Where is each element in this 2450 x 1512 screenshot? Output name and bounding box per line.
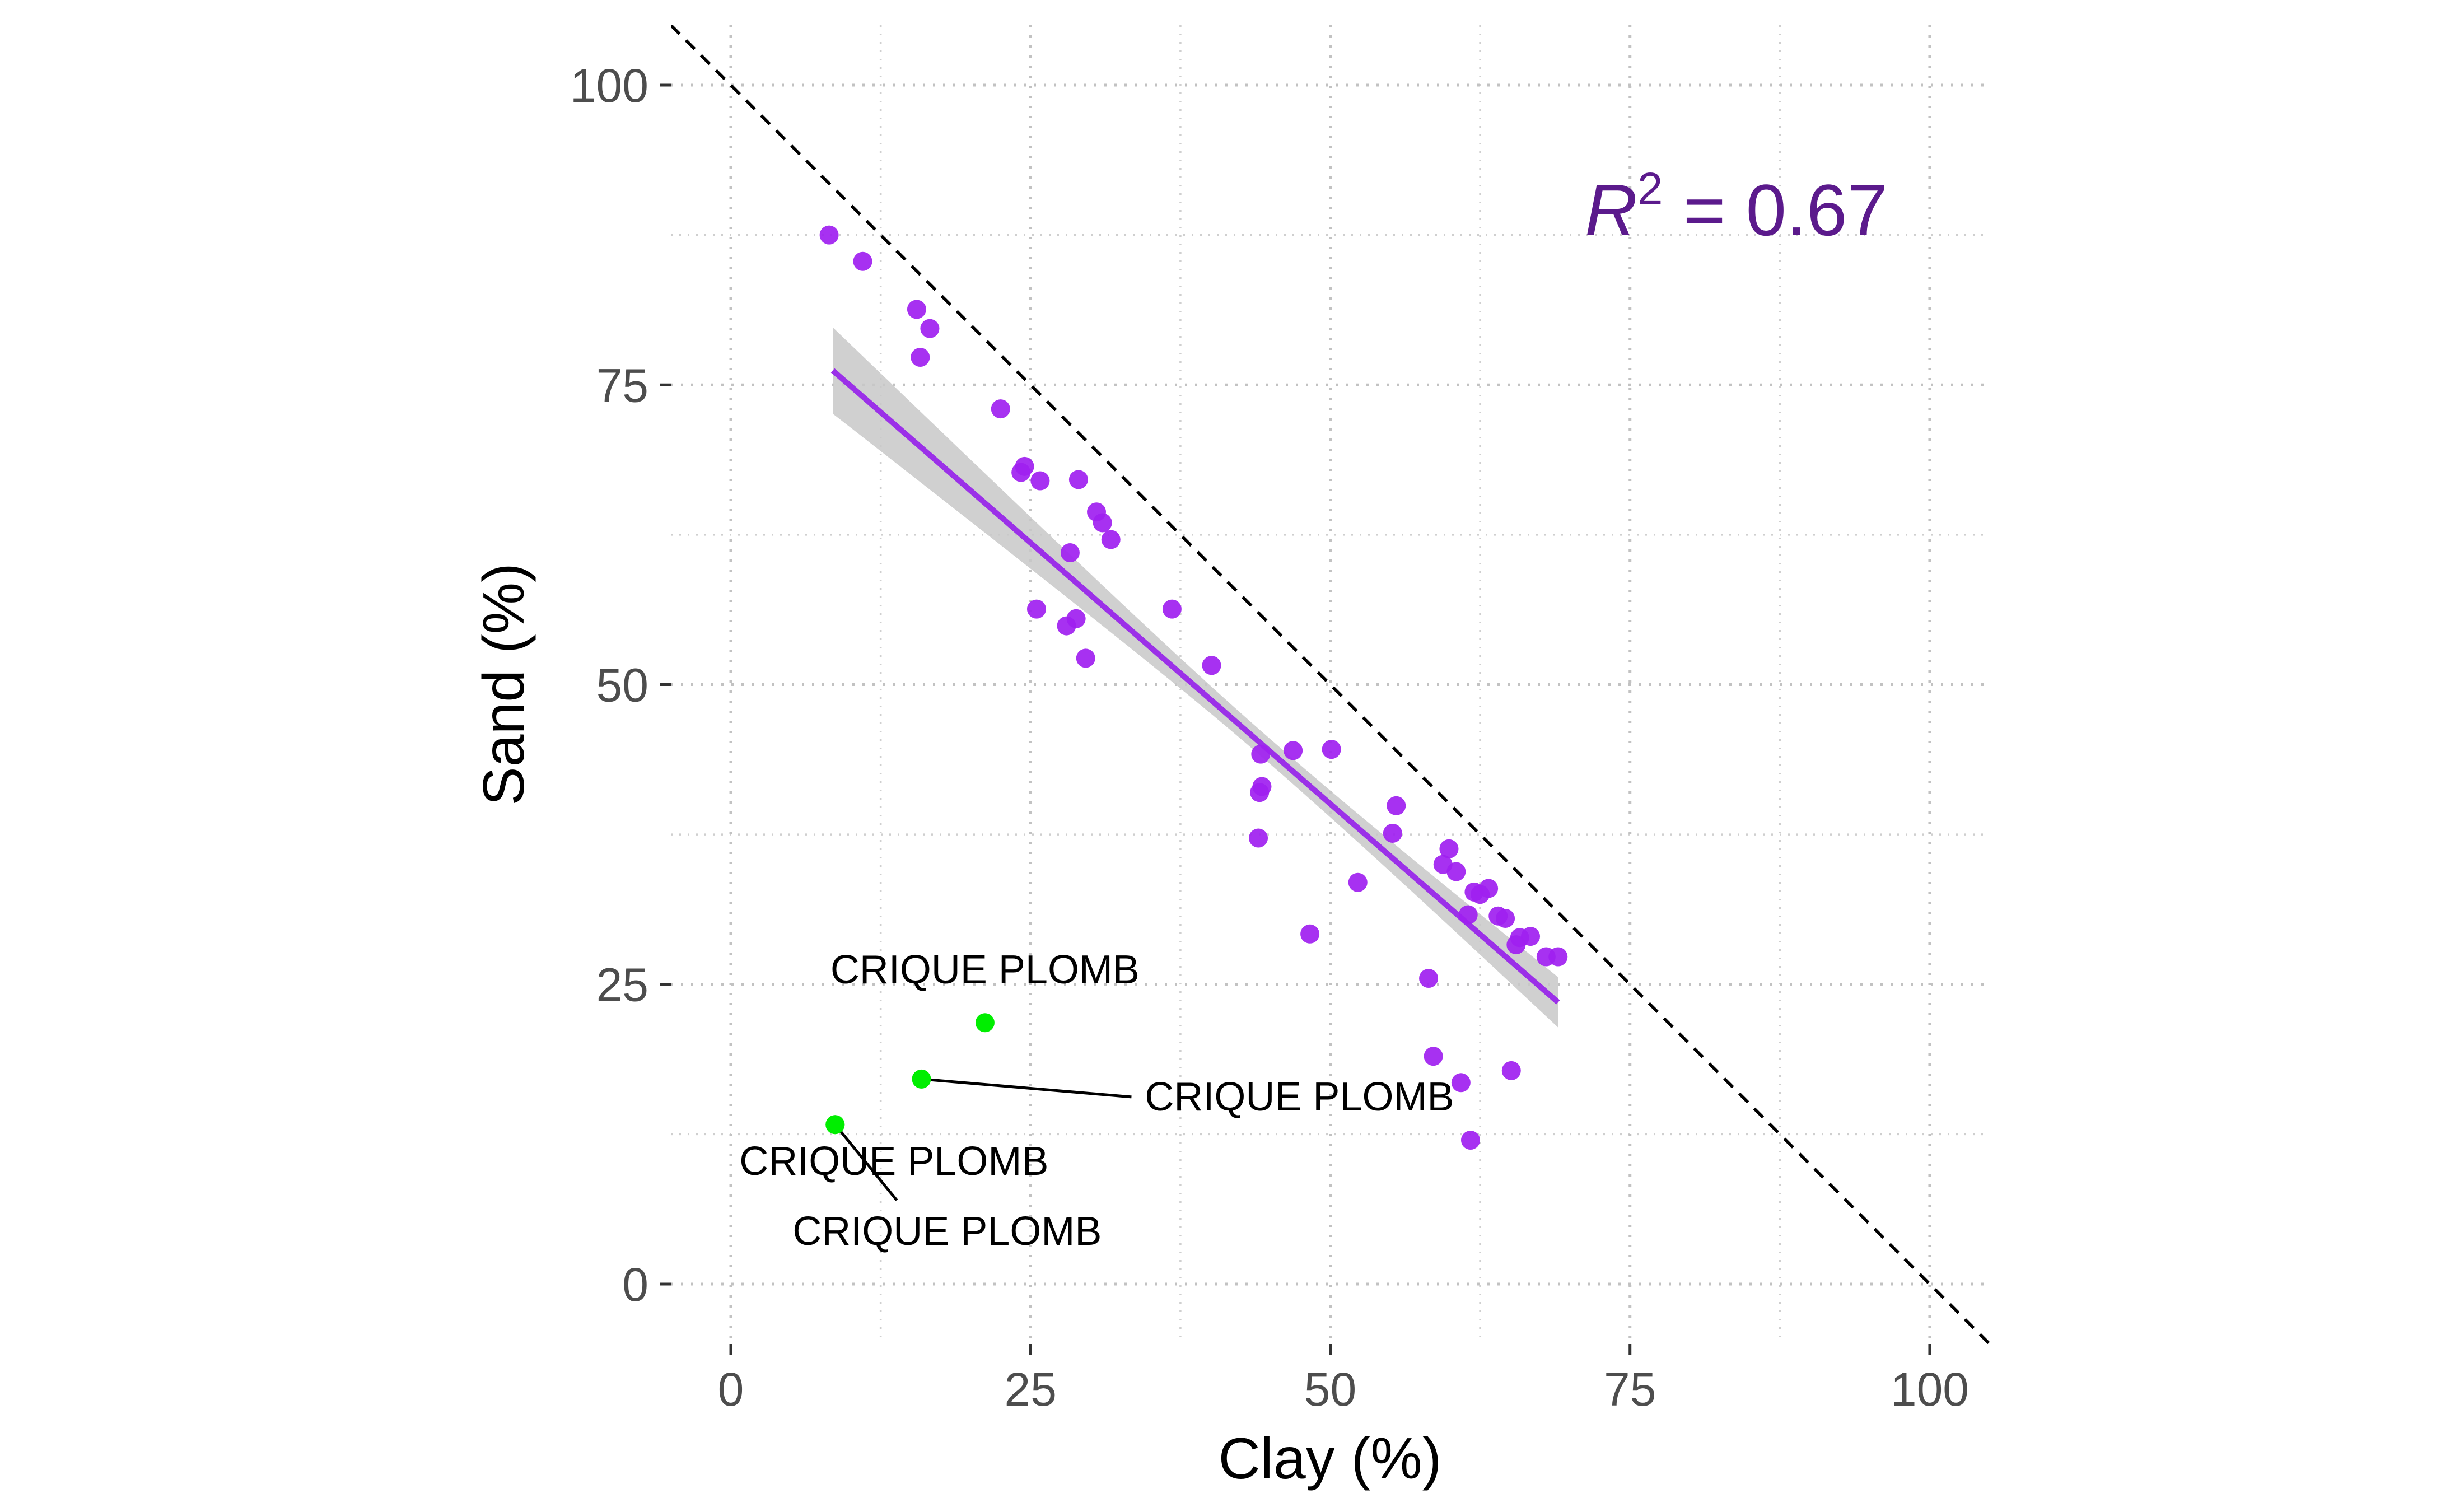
data-point [911, 348, 930, 367]
reference-line-dashed [671, 25, 1990, 1344]
highlighted-point [912, 1069, 931, 1089]
confidence-band-area [833, 327, 1558, 1028]
data-point [1424, 1047, 1443, 1066]
data-point [1101, 530, 1121, 549]
r-exponent: 2 [1637, 164, 1663, 214]
x-tick-label: 50 [1304, 1363, 1356, 1416]
point-label: CRIQUE PLOMB [739, 1139, 1048, 1184]
point-label: CRIQUE PLOMB [1145, 1075, 1454, 1119]
r-squared-annotation: R2 = 0.67 [1585, 164, 1888, 251]
data-point [1439, 839, 1459, 858]
data-point [991, 399, 1010, 419]
reference-line [671, 25, 1990, 1344]
data-point [1496, 908, 1515, 928]
data-point [1251, 744, 1271, 764]
highlighted-point [975, 1013, 995, 1033]
data-point [1060, 543, 1080, 562]
x-axis-title: Clay (%) [1219, 1426, 1442, 1491]
x-tick-label: 75 [1604, 1363, 1656, 1416]
data-point [1026, 599, 1046, 619]
data-point [1348, 872, 1368, 892]
data-point [1093, 513, 1112, 533]
regression-line-path [830, 368, 1560, 1005]
data-points [819, 225, 1568, 1150]
r-value: = 0.67 [1663, 169, 1888, 251]
y-tick-label: 75 [596, 359, 648, 412]
regression-line [830, 368, 1560, 1005]
y-axis: 0 25 50 75 100 [570, 59, 671, 1311]
data-point [1068, 470, 1088, 489]
minor-gridlines [671, 25, 1990, 1344]
data-point [1451, 1073, 1471, 1093]
x-tick-label: 0 [718, 1363, 744, 1416]
confidence-band [833, 327, 1558, 1028]
data-point [1250, 783, 1270, 802]
x-axis: 0 25 50 75 100 [718, 1344, 1969, 1416]
data-point [1284, 741, 1303, 760]
highlighted-points: CRIQUE PLOMB CRIQUE PLOMB CRIQUE PLOMB CRIQ… [739, 948, 1454, 1254]
data-point [1419, 969, 1439, 988]
major-gridlines [671, 25, 1990, 1344]
data-point [1249, 828, 1268, 848]
data-point [907, 300, 926, 319]
x-tick-label: 25 [1005, 1363, 1057, 1416]
data-point [1446, 862, 1466, 881]
data-point [1322, 740, 1341, 759]
data-point [1460, 1131, 1480, 1150]
data-point [1076, 648, 1095, 668]
y-tick-label: 0 [622, 1258, 648, 1311]
highlighted-point [825, 1115, 845, 1135]
x-tick-label: 100 [1891, 1363, 1969, 1416]
point-label: CRIQUE PLOMB [792, 1209, 1102, 1254]
data-point [1202, 656, 1221, 675]
r-symbol: R [1585, 169, 1637, 251]
y-tick-label: 25 [596, 959, 648, 1011]
y-tick-label: 100 [570, 59, 648, 112]
point-label: CRIQUE PLOMB [830, 948, 1140, 992]
data-point [1458, 905, 1478, 925]
y-axis-title: Sand (%) [472, 563, 536, 806]
data-point [920, 319, 940, 338]
data-point [1383, 823, 1402, 843]
data-point [1011, 463, 1031, 482]
data-point [853, 251, 872, 271]
data-point [1030, 471, 1050, 491]
data-point [1548, 947, 1568, 967]
label-leader-line [834, 1123, 898, 1201]
data-point [1501, 1061, 1521, 1080]
data-point [1471, 885, 1490, 904]
y-tick-label: 50 [596, 659, 648, 712]
data-point [1506, 935, 1526, 955]
data-point [819, 225, 839, 245]
data-point [1057, 616, 1076, 636]
data-point [1162, 599, 1182, 619]
data-point [1387, 796, 1406, 815]
data-point [1300, 924, 1320, 944]
data-point [1521, 927, 1541, 946]
label-leader-line [921, 1077, 1132, 1099]
